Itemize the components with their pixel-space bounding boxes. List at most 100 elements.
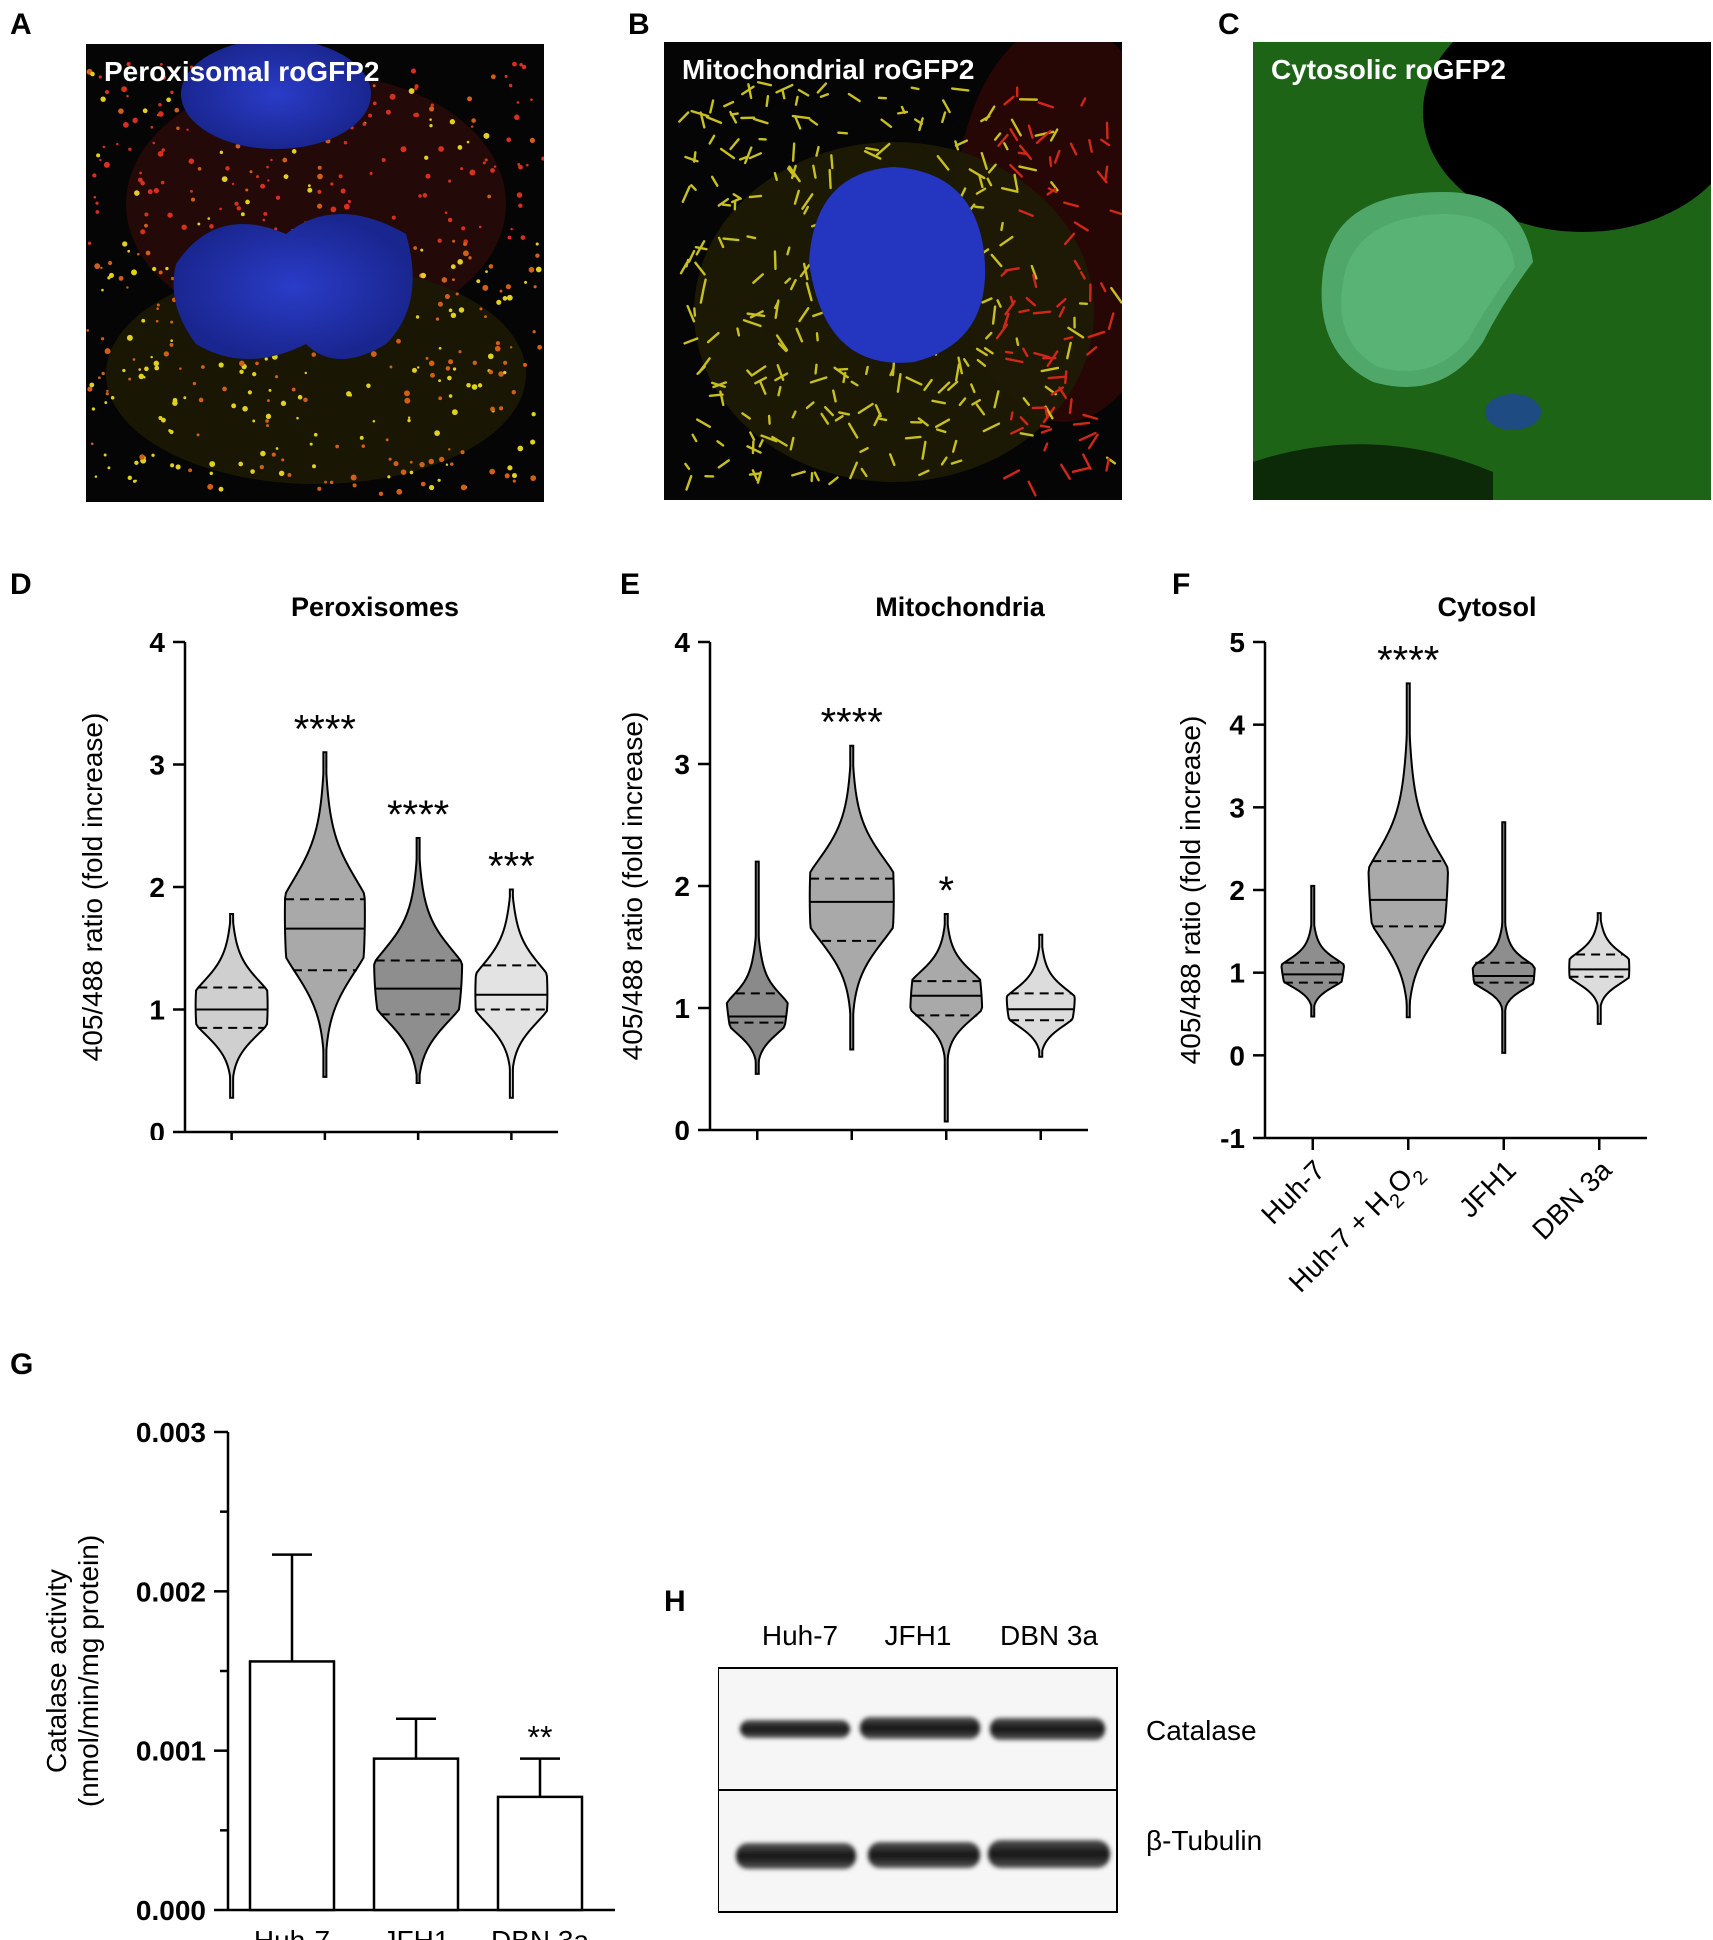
micro-dot: [275, 447, 279, 450]
micro-dot: [196, 433, 200, 437]
micro-filament: [746, 312, 766, 318]
micro-dot: [153, 360, 160, 367]
micro-filament: [1071, 466, 1092, 474]
micro-dot: [95, 201, 99, 205]
micro-dot: [90, 71, 95, 77]
micro-dot: [504, 473, 510, 479]
micro-dot: [388, 457, 392, 461]
micro-filament: [910, 86, 920, 91]
micro-dot: [372, 101, 377, 106]
micro-filament: [712, 381, 728, 389]
micro-dot: [449, 119, 456, 125]
micro-dot: [350, 474, 357, 481]
micro-filament: [1049, 128, 1059, 142]
micro-filament: [1104, 165, 1109, 181]
micro-filament: [837, 367, 849, 371]
micro-filament: [1004, 267, 1020, 272]
panel-label-c: C: [1218, 8, 1240, 41]
micro-dot: [307, 187, 313, 193]
micro-filament: [1080, 97, 1087, 107]
y-tick-label: 0.002: [136, 1576, 206, 1607]
micro-dot: [420, 248, 424, 252]
micro-filament: [859, 446, 869, 454]
micro-filament: [1107, 312, 1115, 331]
micro-dot: [529, 137, 536, 144]
bar-3: [496, 1795, 584, 1912]
micro-filament: [699, 111, 706, 129]
micro-dot: [219, 150, 224, 155]
micro-filament: [816, 82, 828, 94]
micro-dot: [311, 464, 317, 469]
micro-dot: [207, 483, 214, 490]
micro-dot: [428, 484, 435, 491]
chart-catalase-activity: Catalase activity(nmol/min/mg protein) 0.…: [41, 1417, 615, 1940]
micro-dot: [263, 211, 268, 216]
micro-filament: [793, 115, 802, 130]
micro-dot: [535, 253, 540, 258]
micro-dot: [157, 150, 164, 157]
violin-2: [1367, 682, 1449, 1019]
micro-dot: [506, 294, 513, 301]
micro-dot: [274, 227, 278, 231]
micro-filament: [847, 422, 859, 439]
micro-filament: [1018, 209, 1034, 217]
micro-filament: [803, 205, 810, 215]
micro-dot: [153, 187, 159, 194]
micro-dot: [209, 224, 214, 229]
micro-dot: [175, 464, 181, 470]
micro-filament: [696, 418, 712, 429]
micro-filament: [1037, 101, 1055, 109]
micro-filament: [1079, 271, 1086, 280]
y-axis-label: Catalase activity(nmol/min/mg protein): [41, 1535, 104, 1807]
micro-filament: [719, 147, 736, 160]
micro-filament: [799, 263, 811, 278]
micro-filament: [865, 365, 869, 376]
micro-filament: [705, 115, 723, 124]
micro-filament: [754, 376, 768, 385]
micro-dot: [137, 177, 143, 183]
micro-dot: [209, 461, 216, 467]
significance-marker: ****: [1377, 638, 1439, 682]
micro-dot: [99, 158, 102, 162]
micro-dot: [274, 375, 279, 379]
y-tick-label: 0: [149, 1117, 165, 1140]
micro-dot: [218, 486, 224, 492]
violin-1: [194, 912, 269, 1099]
micro-dot: [104, 348, 111, 355]
micro-dot: [218, 362, 224, 368]
micro-dot: [455, 292, 459, 296]
micro-cytosolic-render: [1253, 42, 1711, 500]
micro-filament: [958, 397, 967, 407]
micro-dot: [448, 394, 453, 398]
y-tick-label: 0: [1229, 1040, 1245, 1071]
significance-marker: ****: [387, 793, 449, 837]
micro-dot: [91, 407, 96, 411]
micro-filament: [1003, 469, 1021, 480]
y-tick-label: 3: [674, 749, 690, 780]
micro-dot: [252, 371, 257, 377]
micro-dot: [469, 169, 476, 176]
micro-dot: [98, 75, 102, 79]
micro-dot: [516, 101, 520, 104]
micro-filament: [880, 118, 893, 128]
micro-dot: [128, 147, 132, 151]
micro-dot: [413, 246, 418, 250]
micro-dot: [490, 406, 495, 412]
micro-filament: [815, 145, 820, 157]
micro-dot: [530, 475, 537, 482]
micro-dot: [484, 315, 487, 319]
micro-dot: [512, 61, 517, 67]
micro-dot: [463, 242, 467, 246]
micro-filament: [947, 380, 959, 391]
micro-dot: [488, 264, 494, 269]
micro-dot: [238, 461, 244, 467]
micro-filament: [1000, 221, 1004, 232]
micro-dot: [151, 453, 155, 457]
y-tick-label: 0.003: [136, 1417, 206, 1448]
micro-dot: [422, 193, 428, 198]
micro-dot: [297, 394, 303, 400]
x-tick-label: Huh-7: [254, 1925, 330, 1940]
micro-filament: [748, 472, 761, 476]
micro-dot: [362, 122, 367, 126]
micro-dot: [172, 397, 178, 403]
